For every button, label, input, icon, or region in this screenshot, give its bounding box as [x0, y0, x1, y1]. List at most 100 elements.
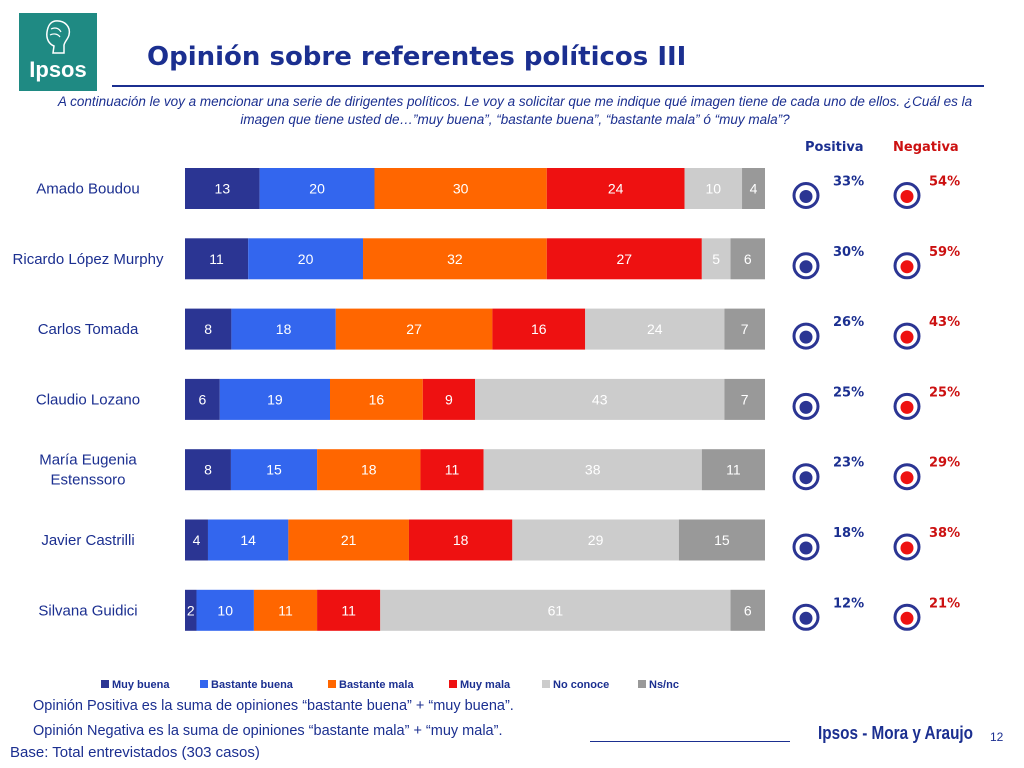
logo-text: Ipsos — [29, 57, 87, 82]
bar-label-ricardo-lopez-murphy-muy-mala: 27 — [617, 251, 633, 267]
bar-amado-boudou-bastante-mala — [374, 168, 547, 209]
negative-definition-note: Opinión Negativa es la suma de opiniones… — [33, 723, 503, 739]
bar-ricardo-lopez-murphy-ns-nc — [730, 238, 765, 280]
bar-carlos-tomada-muy-mala — [492, 308, 586, 350]
bar-label-javier-castrilli-muy-mala: 18 — [453, 532, 469, 548]
bar-javier-castrilli-ns-nc — [678, 519, 765, 561]
positive-value-claudio-lozano: 25% — [833, 385, 864, 400]
bar-label-amado-boudou-muy-buena: 13 — [215, 181, 231, 197]
bar-maria-eugenia-estenssoro-no-conoce — [483, 449, 702, 491]
positive-dot-icon-maria-eugenia-estenssoro — [799, 471, 813, 485]
legend-label-ns-nc: Ns/nc — [649, 679, 679, 691]
bar-label-maria-eugenia-estenssoro-bastante-mala: 18 — [361, 462, 377, 478]
positive-dot-icon-carlos-tomada — [799, 330, 813, 344]
positive-value-carlos-tomada: 26% — [833, 315, 864, 330]
bar-label-carlos-tomada-no-conoce: 24 — [647, 321, 663, 337]
positive-dot-icon-amado-boudou — [799, 190, 813, 203]
bar-silvana-guidici-ns-nc — [730, 589, 765, 631]
bar-amado-boudou-ns-nc — [742, 168, 765, 209]
bar-label-amado-boudou-no-conoce: 10 — [706, 181, 722, 197]
bar-silvana-guidici-muy-mala — [317, 589, 381, 631]
bar-carlos-tomada-no-conoce — [585, 308, 725, 350]
legend-swatch-no-conoce — [542, 680, 550, 688]
bar-carlos-tomada-bastante-buena — [231, 308, 336, 350]
bar-label-silvana-guidici-bastante-buena: 10 — [217, 602, 233, 618]
negative-dot-icon-carlos-tomada — [900, 330, 914, 344]
survey-question: A continuación le voy a mencionar una se… — [57, 94, 973, 127]
bar-label-carlos-tomada-muy-buena: 8 — [204, 321, 212, 337]
category-label-amado-boudou: Amado Boudou — [36, 181, 139, 198]
bar-label-ricardo-lopez-murphy-bastante-buena: 20 — [298, 251, 314, 267]
negative-dot-icon-claudio-lozano — [900, 400, 914, 414]
bar-javier-castrilli-no-conoce — [512, 519, 679, 561]
legend-label-muy-buena: Muy buena — [112, 679, 170, 691]
negative-value-amado-boudou: 54% — [929, 175, 960, 190]
legend-label-bastante-buena: Bastante buena — [211, 679, 294, 691]
bar-amado-boudou-bastante-buena — [259, 168, 375, 209]
legend-swatch-bastante-mala — [328, 680, 336, 688]
bar-label-maria-eugenia-estenssoro-muy-mala: 11 — [445, 462, 460, 478]
bar-ricardo-lopez-murphy-no-conoce — [701, 238, 731, 280]
bar-label-javier-castrilli-ns-nc: 15 — [714, 532, 730, 548]
bar-label-javier-castrilli-bastante-buena: 14 — [240, 532, 256, 548]
negative-value-silvana-guidici: 21% — [929, 596, 960, 611]
negative-dot-icon-javier-castrilli — [900, 541, 914, 555]
negative-column-header: Negativa — [893, 140, 959, 155]
bar-label-claudio-lozano-ns-nc: 7 — [741, 391, 749, 407]
bar-label-javier-castrilli-bastante-mala: 21 — [341, 532, 357, 548]
bar-claudio-lozano-ns-nc — [724, 378, 765, 420]
bar-label-amado-boudou-ns-nc: 4 — [750, 181, 758, 197]
title-divider — [112, 85, 984, 87]
category-label-javier-castrilli: Javier Castrilli — [41, 532, 134, 549]
bar-label-claudio-lozano-muy-mala: 9 — [445, 391, 453, 407]
bar-label-ricardo-lopez-murphy-muy-buena: 11 — [209, 251, 224, 267]
negative-value-maria-eugenia-estenssoro: 29% — [929, 456, 960, 471]
bar-label-silvana-guidici-muy-mala: 11 — [341, 602, 356, 618]
positive-value-javier-castrilli: 18% — [833, 526, 864, 541]
bar-maria-eugenia-estenssoro-muy-buena — [185, 449, 231, 491]
bar-label-carlos-tomada-ns-nc: 7 — [741, 321, 749, 337]
bar-silvana-guidici-muy-buena — [185, 589, 197, 631]
legend-swatch-ns-nc — [638, 680, 646, 688]
bar-claudio-lozano-muy-buena — [185, 378, 220, 420]
positive-value-maria-eugenia-estenssoro: 23% — [833, 456, 864, 471]
bar-label-carlos-tomada-bastante-mala: 27 — [406, 321, 422, 337]
bar-amado-boudou-no-conoce — [684, 168, 743, 209]
bar-claudio-lozano-no-conoce — [475, 378, 725, 420]
bar-ricardo-lopez-murphy-bastante-buena — [248, 238, 364, 280]
positive-definition-note: Opinión Positiva es la suma de opiniones… — [33, 698, 514, 714]
negative-dot-icon-silvana-guidici — [900, 611, 914, 625]
bar-javier-castrilli-bastante-buena — [207, 519, 289, 561]
base-note: Base: Total entrevistados (303 casos) — [10, 744, 260, 761]
bar-maria-eugenia-estenssoro-bastante-buena — [230, 449, 318, 491]
bar-javier-castrilli-bastante-mala — [288, 519, 409, 561]
bar-claudio-lozano-muy-mala — [422, 378, 475, 420]
negative-value-ricardo-lopez-murphy: 59% — [929, 245, 960, 260]
bar-label-maria-eugenia-estenssoro-no-conoce: 38 — [585, 462, 601, 478]
legend-label-muy-mala: Muy mala — [460, 679, 511, 691]
positive-dot-icon-javier-castrilli — [799, 541, 813, 555]
legend-label-bastante-mala: Bastante mala — [339, 679, 414, 691]
bar-label-claudio-lozano-no-conoce: 43 — [592, 391, 608, 407]
bar-label-silvana-guidici-no-conoce: 61 — [548, 602, 564, 618]
bar-silvana-guidici-bastante-buena — [196, 589, 254, 631]
positive-value-ricardo-lopez-murphy: 30% — [833, 245, 864, 260]
legend-swatch-bastante-buena — [200, 680, 208, 688]
bar-label-ricardo-lopez-murphy-no-conoce: 5 — [712, 251, 720, 267]
negative-value-claudio-lozano: 25% — [929, 385, 960, 400]
bar-javier-castrilli-muy-mala — [408, 519, 513, 561]
bar-maria-eugenia-estenssoro-bastante-mala — [317, 449, 421, 491]
negative-dot-icon-amado-boudou — [900, 190, 914, 203]
category-label-maria-eugenia-estenssoro: María Eugenia Estenssoro — [39, 452, 137, 489]
ipsos-logo: Ipsos — [19, 13, 97, 91]
bar-label-carlos-tomada-muy-mala: 16 — [531, 321, 547, 337]
bar-label-claudio-lozano-bastante-mala: 16 — [369, 391, 385, 407]
bar-silvana-guidici-bastante-mala — [253, 589, 318, 631]
bar-carlos-tomada-bastante-mala — [335, 308, 493, 350]
bar-ricardo-lopez-murphy-muy-buena — [185, 238, 249, 280]
bar-label-silvana-guidici-bastante-mala: 11 — [278, 602, 293, 618]
legend-swatch-muy-mala — [449, 680, 457, 688]
positive-value-silvana-guidici: 12% — [833, 596, 864, 611]
category-label-claudio-lozano: Claudio Lozano — [36, 391, 140, 408]
category-label-ricardo-lopez-murphy: Ricardo López Murphy — [13, 251, 164, 268]
